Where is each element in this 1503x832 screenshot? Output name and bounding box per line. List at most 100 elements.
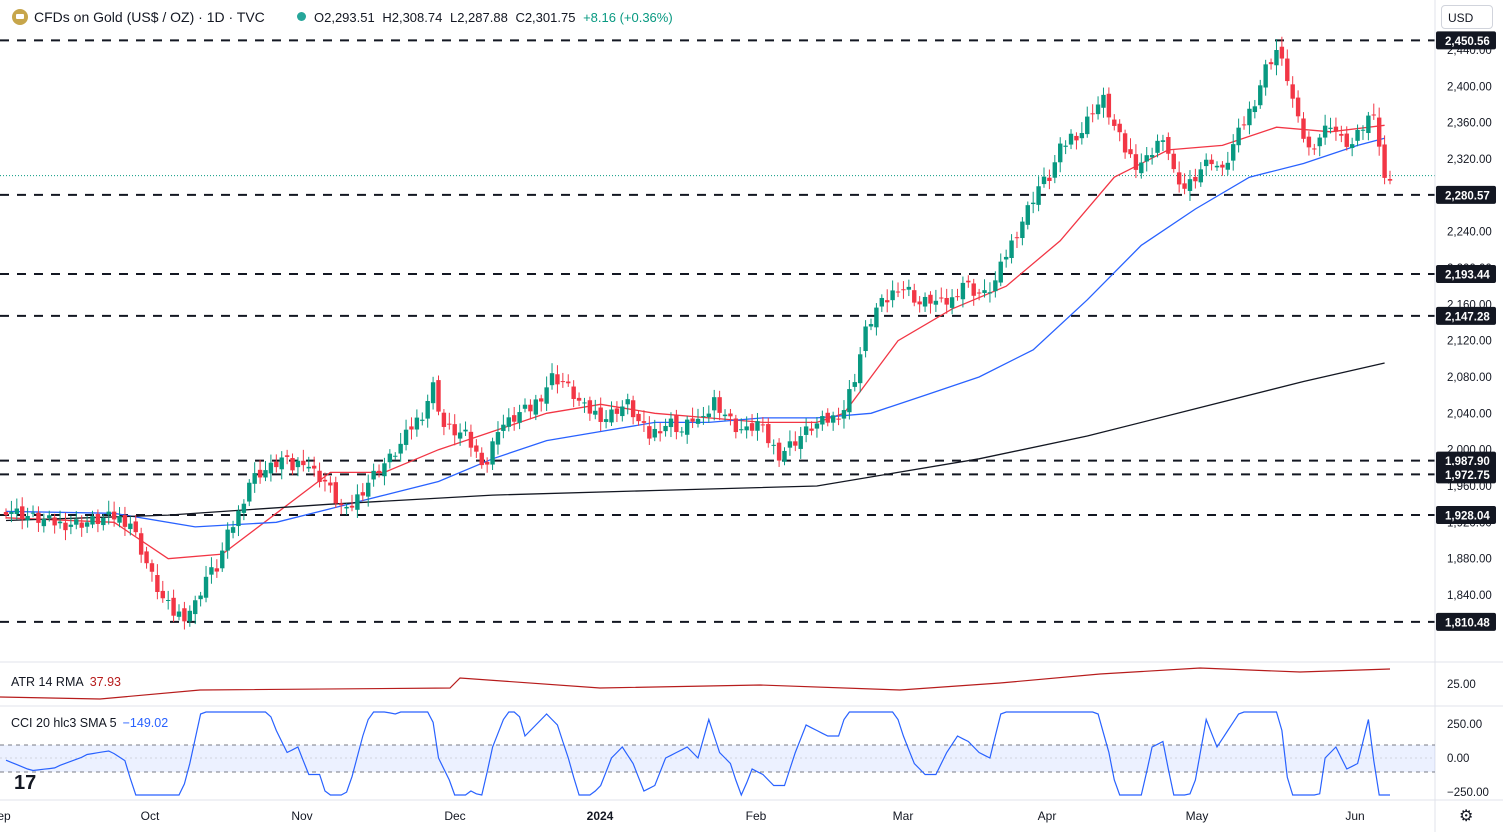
high-value: H2,308.74 xyxy=(382,10,443,25)
candle-body xyxy=(933,300,939,305)
gear-icon[interactable]: ⚙ xyxy=(1459,808,1474,825)
candle-body xyxy=(555,374,560,385)
currency-select[interactable]: USD xyxy=(1441,5,1493,29)
candle-body xyxy=(1301,118,1306,139)
candle-body xyxy=(106,511,111,515)
candle-body xyxy=(160,590,165,599)
candle-body xyxy=(1122,133,1128,153)
candle-body xyxy=(1231,144,1236,161)
candle-body xyxy=(1182,183,1187,189)
candle-body xyxy=(1074,135,1079,141)
cci-tick-label: 250.00 xyxy=(1447,719,1482,731)
level-price-label: 2,147.28 xyxy=(1445,311,1490,323)
candle-body xyxy=(1009,240,1014,259)
buy-price-button[interactable]: 2301.94 xyxy=(99,36,156,56)
atr-legend[interactable]: ATR 14 RMA 37.93 xyxy=(11,675,121,689)
candle-body xyxy=(252,473,257,484)
candle-body xyxy=(479,452,484,466)
candle-body xyxy=(1139,162,1144,174)
candle-body xyxy=(1079,133,1085,139)
candle-body xyxy=(744,426,749,431)
candle-body xyxy=(165,599,171,601)
x-tick-label: Sep xyxy=(0,809,11,823)
candle-body xyxy=(912,290,917,303)
cci-legend[interactable]: CCI 20 hlc3 SMA 5 −149.02 xyxy=(11,716,168,730)
candle-body xyxy=(1041,176,1047,185)
moving-average-line xyxy=(5,124,1385,560)
candle-body xyxy=(52,517,57,526)
symbol-title[interactable]: CFDs on Gold (US$ / OZ) · 1D · TVC xyxy=(34,9,265,25)
candle-body xyxy=(511,415,517,422)
cci-label: CCI 20 hlc3 SMA 5 xyxy=(11,716,117,730)
candle-body xyxy=(338,503,344,506)
cci-tick-label: −250.00 xyxy=(1447,787,1489,799)
candle-body xyxy=(1285,58,1290,82)
y-tick-label: 2,120.00 xyxy=(1447,336,1492,348)
candle-body xyxy=(382,463,387,477)
level-price-tag xyxy=(1436,506,1496,525)
level-price-label: 1,810.48 xyxy=(1445,617,1490,629)
candle-body xyxy=(690,418,695,422)
y-tick-label: 2,360.00 xyxy=(1447,118,1492,130)
candle-body xyxy=(749,423,755,431)
candle-body xyxy=(290,458,295,471)
candle-body xyxy=(393,455,398,457)
candle-body xyxy=(966,280,971,283)
candle-body xyxy=(809,428,814,431)
collapse-legend-button[interactable]: ▲ xyxy=(11,87,39,109)
candle-body xyxy=(414,417,420,430)
candle-body xyxy=(403,429,409,445)
candle-body xyxy=(317,470,322,483)
candle-body xyxy=(652,428,657,438)
candle-body xyxy=(917,301,922,305)
quantity-label: 10 xyxy=(80,38,92,49)
candle-body xyxy=(182,608,187,622)
market-status-icon xyxy=(297,12,306,21)
y-tick-label: 2,280.00 xyxy=(1447,190,1492,202)
candle-body xyxy=(625,399,630,405)
candle-body xyxy=(868,324,874,327)
candle-body xyxy=(603,419,609,422)
candle-body xyxy=(1203,159,1209,167)
close-value: C2,301.75 xyxy=(515,10,576,25)
candle-body xyxy=(885,300,890,303)
candle-body xyxy=(1344,133,1349,147)
ma-ribbon-legend[interactable]: MA Ribbon SMA close 20 SMA close 50 SMA … xyxy=(11,66,593,81)
candle-body xyxy=(657,431,663,434)
atr-value: 37.93 xyxy=(89,675,121,689)
low-value: L2,287.88 xyxy=(449,10,508,25)
x-tick-label: Apr xyxy=(1038,809,1057,823)
candle-body xyxy=(1220,164,1225,168)
candle-body xyxy=(722,414,728,417)
candle-body xyxy=(739,429,744,431)
candle-body xyxy=(879,297,885,307)
candle-body xyxy=(944,297,949,305)
candle-body xyxy=(230,527,236,533)
candle-body xyxy=(630,400,636,418)
candle-body xyxy=(14,508,20,514)
candle-body xyxy=(247,482,252,502)
y-tick-label: 2,040.00 xyxy=(1447,408,1492,420)
candle-body xyxy=(955,296,960,298)
y-tick-label: 2,200.00 xyxy=(1447,263,1492,275)
candle-body xyxy=(841,410,847,419)
candle-body xyxy=(1268,62,1274,65)
candle-body xyxy=(679,431,684,433)
candle-body xyxy=(949,297,955,308)
candle-body xyxy=(306,466,311,469)
candle-body xyxy=(1036,186,1041,205)
candle-body xyxy=(425,400,430,419)
candle-body xyxy=(771,444,776,446)
candle-body xyxy=(101,517,106,526)
candle-body xyxy=(9,511,14,514)
candle-body xyxy=(706,413,712,418)
candle-body xyxy=(1155,140,1160,153)
candle-body xyxy=(847,389,852,413)
candle-body xyxy=(836,418,841,420)
candle-body xyxy=(220,550,225,569)
candle-body xyxy=(825,412,830,423)
sell-price-button[interactable]: 2301.84 xyxy=(11,36,68,56)
tradingview-logo-icon[interactable]: 17 xyxy=(14,772,37,794)
y-tick-label: 2,240.00 xyxy=(1447,227,1492,239)
